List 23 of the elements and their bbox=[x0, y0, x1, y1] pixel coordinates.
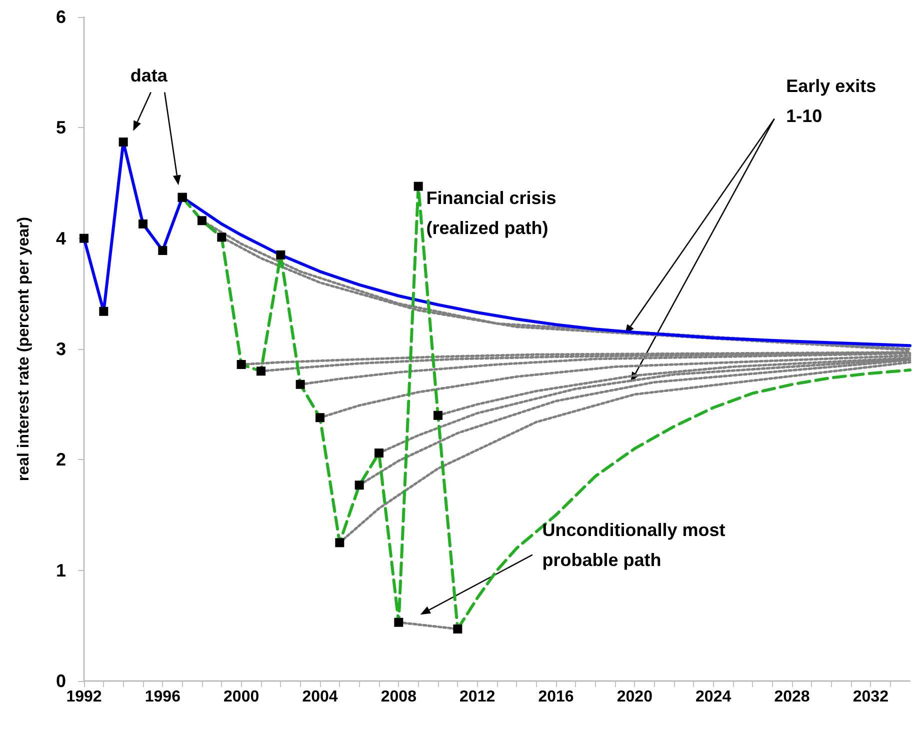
y-tick-label: 1 bbox=[56, 560, 66, 580]
x-tick-label: 1992 bbox=[66, 688, 102, 706]
annotation: Financial crisis (realized path) bbox=[426, 188, 556, 238]
x-tick-label: 2008 bbox=[380, 688, 417, 706]
x-tick-label: 2004 bbox=[302, 688, 338, 706]
annotation: Early exits 1-10 bbox=[786, 76, 876, 126]
x-tick-label: 2000 bbox=[224, 688, 260, 706]
x-tick-label: 1996 bbox=[144, 688, 181, 706]
x-tick-label: 2020 bbox=[616, 688, 653, 706]
x-tick-label: 2016 bbox=[538, 688, 574, 706]
y-tick-label: 3 bbox=[56, 339, 66, 359]
x-tick-label: 2032 bbox=[852, 688, 889, 706]
x-tick-label: 2012 bbox=[460, 688, 496, 706]
x-tick-label: 2028 bbox=[774, 688, 810, 706]
annotation: data bbox=[130, 66, 168, 86]
y-tick-label: 2 bbox=[56, 450, 66, 470]
y-axis-title: real interest rate (percent per year) bbox=[16, 216, 32, 482]
y-tick-label: 4 bbox=[56, 228, 66, 248]
y-tick-label: 6 bbox=[56, 7, 66, 27]
x-tick-label: 2024 bbox=[696, 688, 732, 706]
annotation: Unconditionally most probable path bbox=[542, 520, 726, 570]
y-tick-label: 0 bbox=[56, 671, 66, 691]
y-tick-label: 5 bbox=[56, 118, 66, 138]
